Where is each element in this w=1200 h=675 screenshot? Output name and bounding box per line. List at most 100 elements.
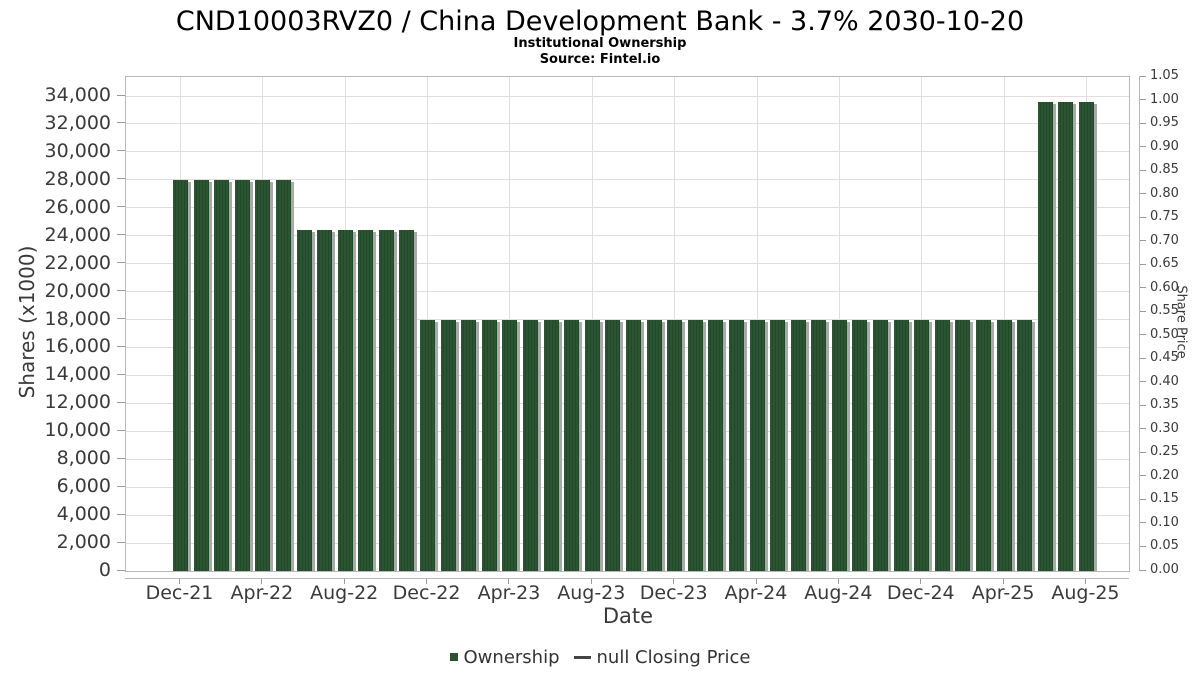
y-axis-left-tick-label: 32,000 <box>44 111 111 134</box>
ownership-bar <box>934 319 950 571</box>
ownership-bar <box>852 319 868 571</box>
y-axis-left-tick-label: 28,000 <box>44 167 111 190</box>
ownership-bar <box>728 319 744 571</box>
y-axis-right-tick-label: 0.40 <box>1150 373 1179 389</box>
y-axis-right-tick-label: 0.95 <box>1150 115 1179 131</box>
y-axis-right-tick-label: 0.85 <box>1150 162 1179 178</box>
y-axis-right-tick-label: 0.15 <box>1150 491 1179 507</box>
y-axis-left-tick-label: 30,000 <box>44 139 111 162</box>
y-axis-right-tick-label: 0.50 <box>1150 326 1179 342</box>
y-axis-right-tick <box>1140 428 1146 430</box>
y-axis-left-tick <box>117 345 125 347</box>
y-axis-left-tick <box>117 122 125 124</box>
ownership-bar <box>337 230 353 571</box>
chart-subtitle: Institutional Ownership <box>513 36 687 51</box>
ownership-bar <box>502 319 518 571</box>
x-axis-tick <box>508 578 510 584</box>
ownership-bar <box>790 319 806 571</box>
y-axis-right-tick-label: 0.00 <box>1150 562 1179 577</box>
h-gridline <box>126 207 1129 209</box>
x-axis-tick-label: Aug-24 <box>804 582 873 604</box>
x-axis-title: Date <box>602 604 654 628</box>
y-axis-right-tick-label: 1.05 <box>1150 68 1179 83</box>
x-axis-tick-label: Aug-25 <box>1051 582 1120 604</box>
ownership-bar <box>646 319 662 571</box>
ownership-bar <box>399 230 415 571</box>
x-axis-tick <box>755 578 757 584</box>
ownership-bar <box>296 230 312 571</box>
h-gridline <box>126 291 1129 293</box>
y-axis-right-tick-label: 0.80 <box>1150 185 1179 201</box>
h-gridline <box>126 179 1129 181</box>
y-axis-left-tick-label: 4,000 <box>56 503 111 526</box>
y-axis-right-tick <box>1140 287 1146 289</box>
legend-closing-price-label: null Closing Price <box>596 646 751 668</box>
y-axis-right-tick <box>1140 334 1146 336</box>
y-axis-left-tick <box>117 485 125 487</box>
ownership-bar <box>440 319 456 571</box>
y-axis-right-tick <box>1140 216 1146 218</box>
x-axis-tick <box>590 578 592 584</box>
ownership-bar <box>605 319 621 571</box>
y-axis-right-tick <box>1140 193 1146 195</box>
y-axis-left-tick-label: 24,000 <box>44 223 111 246</box>
ownership-bar <box>996 319 1012 571</box>
y-axis-left-tick <box>117 234 125 236</box>
ownership-bar <box>1058 101 1074 571</box>
y-axis-right-tick-label: 0.35 <box>1150 397 1179 413</box>
y-axis-left-tick-label: 12,000 <box>44 391 111 414</box>
y-axis-right-tick-label: 0.20 <box>1150 467 1179 483</box>
ownership-bar <box>193 179 209 571</box>
ownership-bar <box>873 319 889 571</box>
y-axis-right-tick-label: 0.25 <box>1150 444 1179 460</box>
ownership-bar <box>378 230 394 571</box>
y-axis-right-tick <box>1140 240 1146 242</box>
y-axis-right-tick-label: 0.30 <box>1150 420 1179 436</box>
chart-source: Source: Fintel.io <box>539 52 661 67</box>
x-axis-tick <box>1084 578 1086 584</box>
y-axis-left-tick-label: 6,000 <box>56 475 111 498</box>
ownership-bar <box>914 319 930 571</box>
y-axis-right-tick <box>1140 146 1146 148</box>
y-axis-left-tick <box>117 290 125 292</box>
ownership-bar <box>708 319 724 571</box>
y-axis-right-tick <box>1140 451 1146 453</box>
ownership-swatch-icon <box>449 653 458 661</box>
y-axis-left-tick <box>117 429 125 431</box>
y-axis-right-tick-label: 0.65 <box>1150 256 1179 272</box>
y-axis-left-tick <box>117 569 125 571</box>
y-axis-right-tick <box>1140 310 1146 312</box>
x-axis-tick <box>343 578 345 584</box>
y-axis-left-tick <box>117 541 125 543</box>
ownership-bar <box>543 319 559 571</box>
y-axis-right-tick <box>1140 75 1146 77</box>
x-axis-tick <box>261 578 263 584</box>
y-axis-right-tick <box>1140 569 1146 571</box>
y-axis-left-tick-label: 26,000 <box>44 195 111 218</box>
y-axis-right-tick-label: 1.00 <box>1150 91 1179 107</box>
ownership-bar <box>523 319 539 571</box>
y-axis-left-tick-label: 2,000 <box>56 531 111 554</box>
x-axis-tick-label: Aug-23 <box>557 582 626 604</box>
x-axis-tick <box>426 578 428 584</box>
y-axis-left-tick-label: 14,000 <box>44 363 111 386</box>
y-axis-left-tick-label: 16,000 <box>44 335 111 358</box>
ownership-bar <box>358 230 374 571</box>
y-axis-left-tick-label: 10,000 <box>44 419 111 442</box>
y-axis-left-tick <box>117 401 125 403</box>
y-axis-left-tick-label: 0 <box>98 559 111 581</box>
ownership-bar <box>214 179 230 571</box>
ownership-bar <box>687 319 703 571</box>
y-axis-right-tick <box>1140 122 1146 124</box>
x-axis-spine <box>125 578 1129 579</box>
x-axis-tick <box>920 578 922 584</box>
x-axis-tick-label: Dec-21 <box>145 582 214 604</box>
ownership-bar <box>770 319 786 571</box>
y-axis-right-tick-label: 0.90 <box>1150 138 1179 154</box>
legend-ownership-label: Ownership <box>463 646 560 668</box>
y-axis-left-tick-label: 20,000 <box>44 279 111 302</box>
y-axis-right-spine <box>1139 76 1140 571</box>
y-axis-left-tick <box>117 513 125 515</box>
y-axis-left-tick <box>117 94 125 96</box>
ownership-bar <box>667 319 683 571</box>
